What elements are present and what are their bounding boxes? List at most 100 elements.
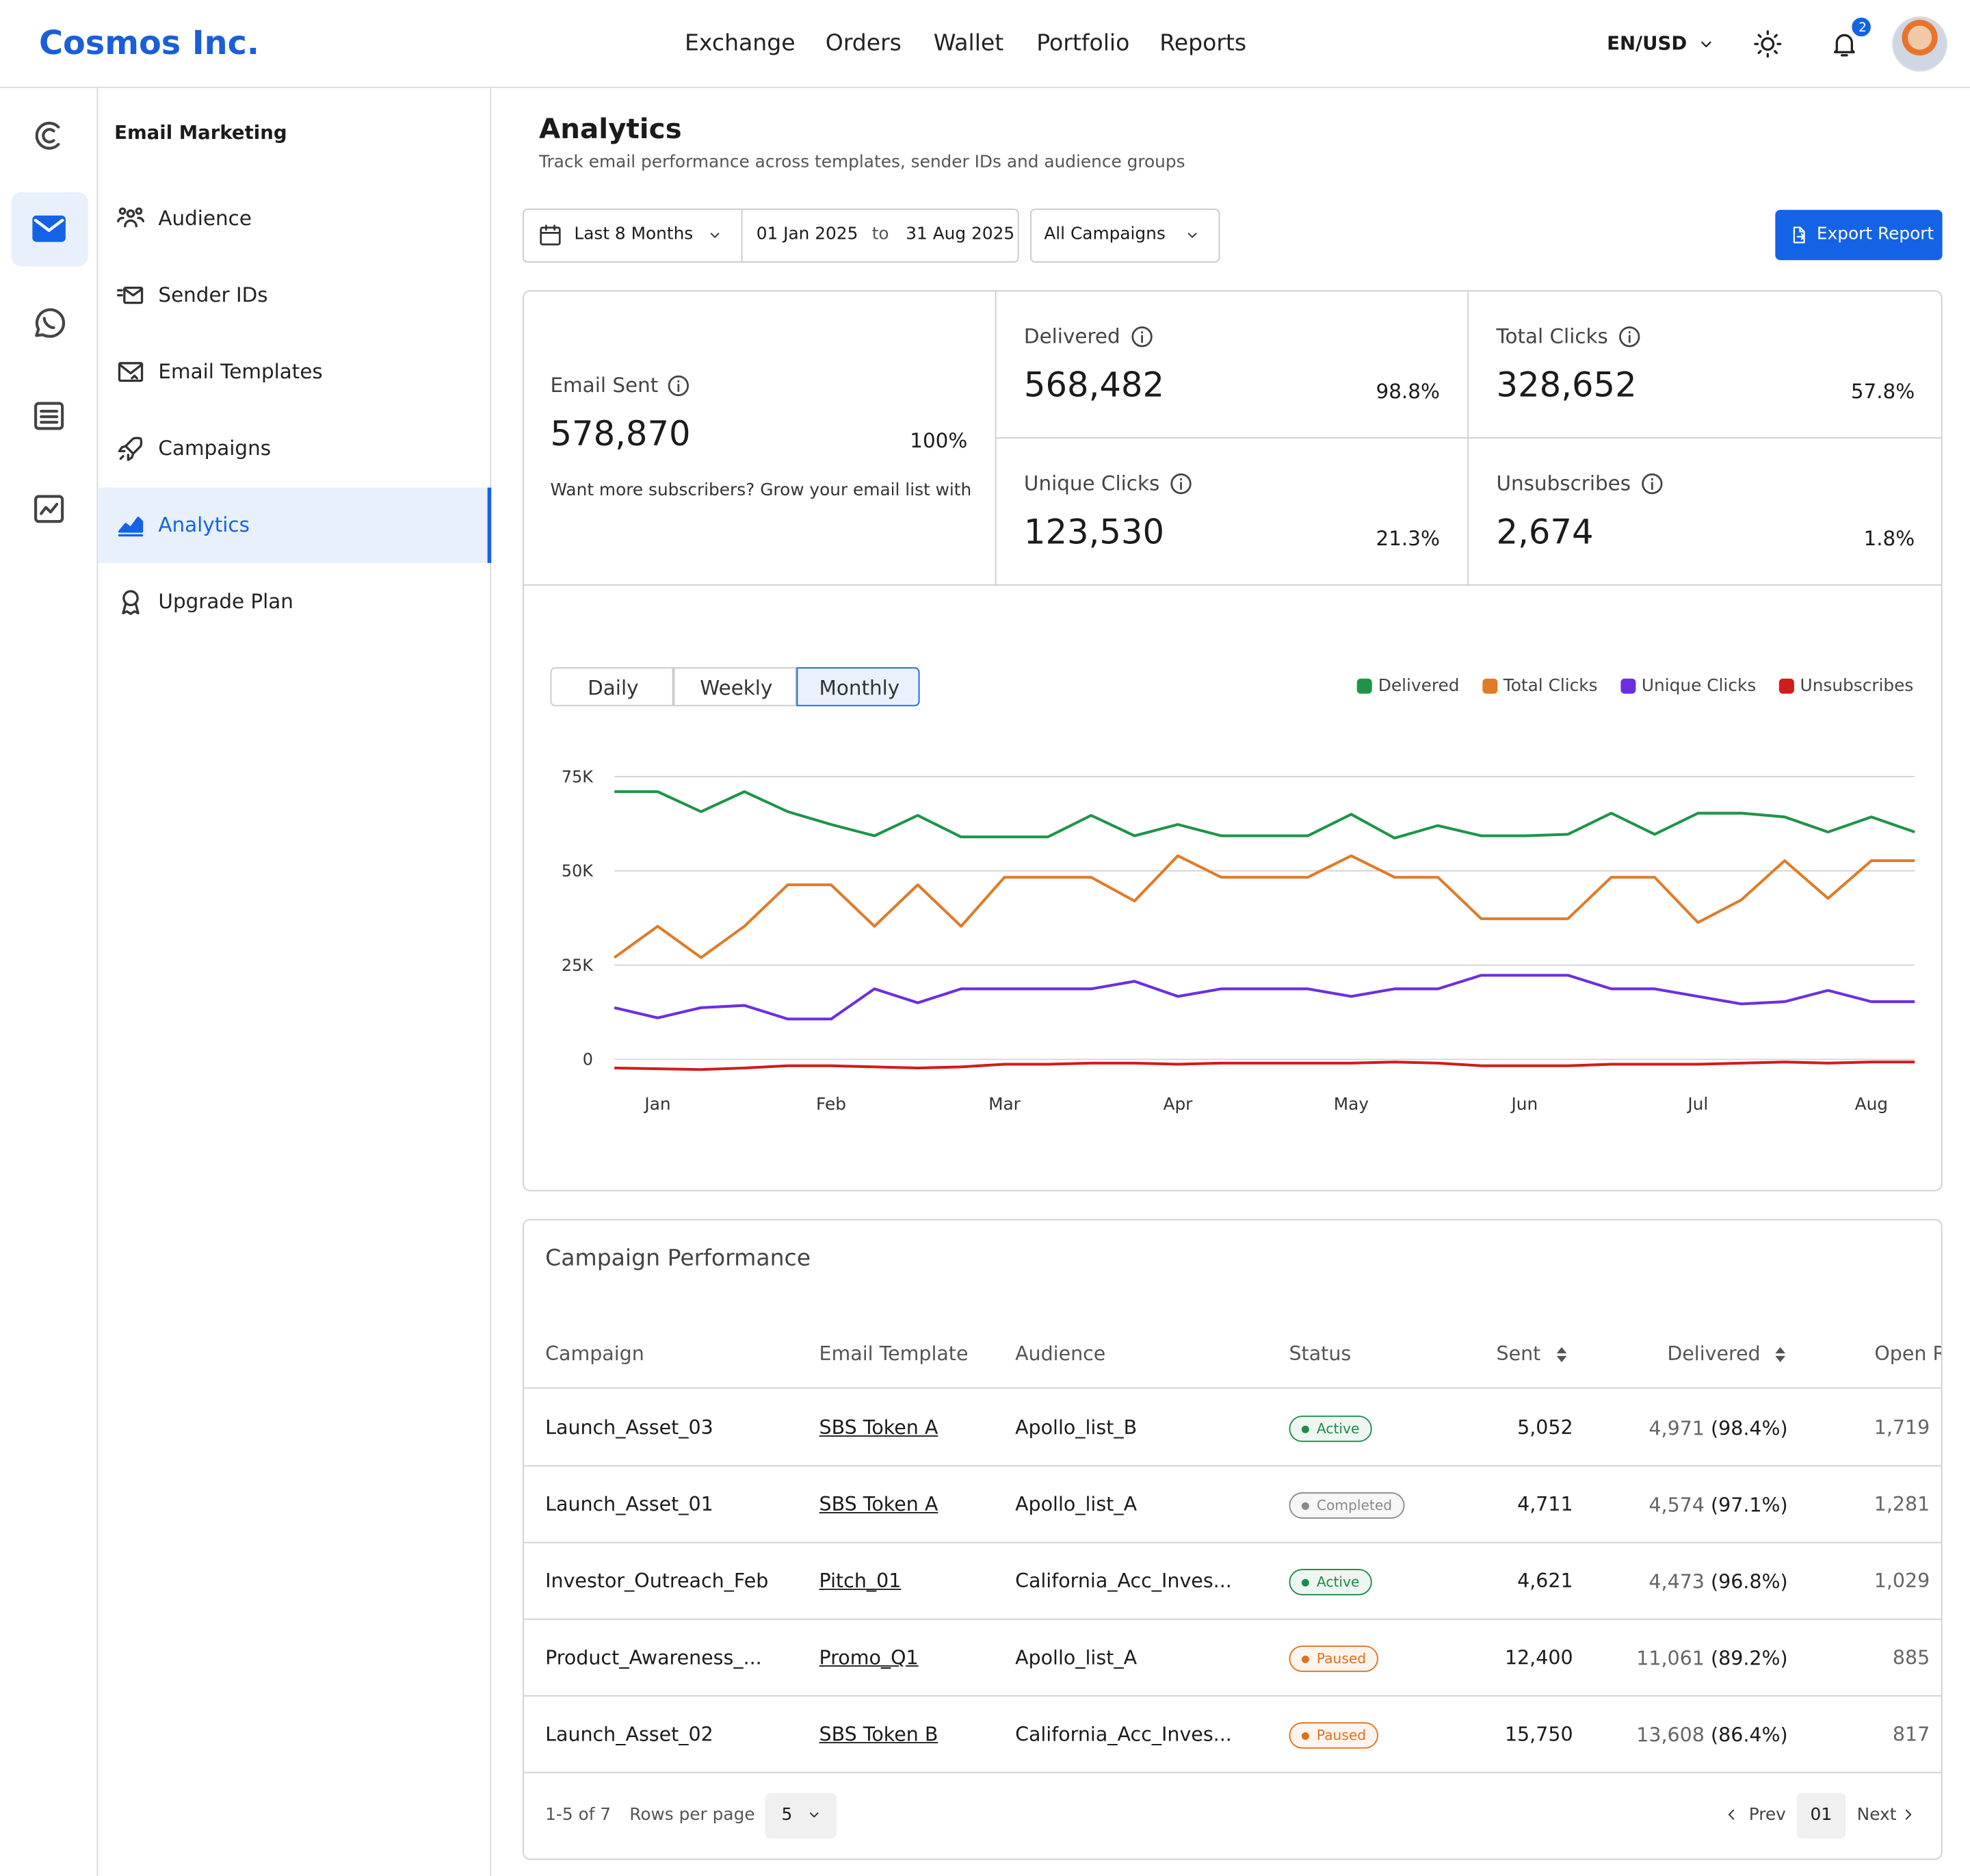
delivered-percent: (86.4%): [1710, 1723, 1788, 1747]
rows-per-page-value[interactable]: 5: [781, 1805, 793, 1825]
page-number[interactable]: 01: [1796, 1793, 1846, 1839]
info-icon[interactable]: [666, 374, 691, 399]
range-select[interactable]: Last 8 Months: [574, 224, 694, 244]
locale-chevron[interactable]: [1696, 34, 1716, 54]
sidebar-item[interactable]: [98, 181, 491, 256]
info-icon[interactable]: [1129, 324, 1155, 350]
theme-toggle[interactable]: [1752, 29, 1783, 59]
sidebar-icon[interactable]: [116, 510, 146, 540]
rail-chart[interactable]: [30, 490, 68, 527]
column-header[interactable]: Delivered: [1667, 1342, 1761, 1366]
sidebar-icon[interactable]: [116, 587, 146, 617]
view-toggle[interactable]: Daily: [550, 667, 674, 707]
range-chevron[interactable]: [706, 226, 724, 244]
row-divider: [523, 1465, 1941, 1467]
nav-link[interactable]: Orders: [825, 30, 902, 57]
status-dot: [1301, 1501, 1309, 1509]
nav-link[interactable]: Wallet: [933, 30, 1004, 57]
cell-template[interactable]: SBS Token B: [819, 1723, 938, 1746]
nav-link[interactable]: Portfolio: [1036, 30, 1130, 57]
end-date[interactable]: 31 Aug 2025: [906, 224, 1015, 244]
info-icon[interactable]: [1640, 471, 1665, 497]
select-chevron[interactable]: [805, 1806, 823, 1823]
info-icon[interactable]: [1617, 324, 1642, 350]
rail-home[interactable]: [30, 117, 68, 155]
view-toggle[interactable]: Weekly: [673, 667, 797, 707]
page-number-label[interactable]: 01: [1810, 1805, 1833, 1825]
avatar[interactable]: [1892, 16, 1947, 72]
next-button[interactable]: Next: [1856, 1805, 1897, 1825]
stat-label: Unsubscribes: [1496, 471, 1631, 495]
column-header[interactable]: Sent: [1496, 1342, 1541, 1366]
sidebar-item[interactable]: [98, 564, 491, 640]
delivered-count: 4,473: [1649, 1570, 1705, 1593]
legend-label: Delivered: [1378, 676, 1460, 696]
locale-selector[interactable]: EN/USD: [1607, 31, 1687, 55]
icon-part: [34, 218, 64, 232]
notifications-bell[interactable]: [1829, 29, 1859, 59]
sidebar-item[interactable]: [98, 258, 491, 333]
icon-part: [1833, 34, 1855, 57]
header-bar: [0, 0, 1970, 88]
sidebar-icon[interactable]: [116, 434, 146, 464]
rows-per-page-select[interactable]: 5: [765, 1793, 837, 1839]
sidebar-item-active[interactable]: [98, 487, 492, 563]
start-date[interactable]: 01 Jan 2025: [756, 224, 858, 244]
icon-part: [1728, 1809, 1735, 1820]
view-toggle[interactable]: Monthly: [796, 667, 920, 707]
next-chevron[interactable]: [1900, 1806, 1917, 1823]
export-icon[interactable]: [1789, 225, 1809, 245]
cell-delivered: 4,473 (96.8%): [1649, 1571, 1787, 1593]
export-label[interactable]: Export Report: [1816, 224, 1934, 244]
sidebar-label[interactable]: Sender IDs: [158, 283, 268, 307]
sidebar-icon[interactable]: [116, 281, 146, 311]
view-label[interactable]: Daily: [588, 675, 639, 700]
delivered-percent: (96.8%): [1710, 1570, 1788, 1593]
legend: Delivered Total Clicks Unique Clicks Unsubs…: [1356, 676, 1913, 696]
sort-icon[interactable]: [1774, 1346, 1786, 1364]
icon-part: [1905, 1809, 1912, 1820]
icon-part: [1170, 473, 1192, 495]
date-filter[interactable]: [523, 208, 1019, 263]
status-dot: [1301, 1578, 1309, 1586]
cell-template[interactable]: Pitch_01: [819, 1569, 902, 1593]
y-tick-label: 25K: [562, 956, 594, 975]
sidebar-label[interactable]: Upgrade Plan: [158, 589, 293, 614]
prev-button[interactable]: Prev: [1748, 1805, 1786, 1825]
x-tick-label: Mar: [988, 1094, 1021, 1114]
campaign-select[interactable]: All Campaigns: [1044, 224, 1166, 244]
sidebar-icon[interactable]: [116, 357, 146, 387]
rail-list[interactable]: [30, 397, 68, 434]
icon-part: [34, 402, 64, 430]
cell-template[interactable]: SBS Token A: [819, 1416, 938, 1439]
sidebar-label[interactable]: Email Templates: [158, 359, 323, 384]
cell-template[interactable]: Promo_Q1: [819, 1646, 919, 1669]
sidebar-item[interactable]: [98, 411, 491, 486]
prev-chevron[interactable]: [1722, 1806, 1740, 1823]
stat-divider: [995, 437, 1943, 439]
view-label[interactable]: Weekly: [700, 675, 773, 700]
nav-link[interactable]: Exchange: [685, 30, 796, 57]
cell-audience: Apollo_list_B: [1015, 1416, 1138, 1439]
sidebar-label[interactable]: Audience: [158, 206, 252, 231]
calendar-icon: [540, 224, 561, 246]
page-subtitle: Track email performance across templates…: [538, 152, 1185, 173]
status-dot: [1301, 1732, 1309, 1740]
logo[interactable]: Cosmos Inc.: [38, 25, 260, 63]
notification-count: 2: [1859, 21, 1867, 35]
sidebar-icon[interactable]: [116, 204, 146, 234]
campaign-chevron[interactable]: [1183, 226, 1201, 244]
rail-whatsapp[interactable]: [30, 304, 68, 341]
page-title: Analytics: [538, 114, 682, 146]
nav-link[interactable]: Reports: [1159, 30, 1247, 57]
sort-icon[interactable]: [1555, 1346, 1568, 1364]
campaign-filter[interactable]: [1030, 208, 1220, 263]
rail-email[interactable]: [29, 209, 69, 249]
sidebar-label[interactable]: Analytics: [158, 512, 250, 537]
sidebar-label[interactable]: Campaigns: [158, 436, 272, 460]
cell-template[interactable]: SBS Token A: [819, 1493, 938, 1516]
row-divider: [523, 1695, 1941, 1697]
info-icon[interactable]: [1168, 471, 1194, 497]
view-label[interactable]: Monthly: [819, 675, 900, 700]
y-tick-label: 50K: [562, 861, 594, 881]
